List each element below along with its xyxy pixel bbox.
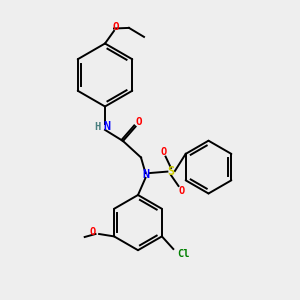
- Text: O: O: [136, 117, 142, 127]
- Text: H: H: [94, 122, 100, 132]
- Text: O: O: [160, 147, 166, 157]
- Text: O: O: [112, 22, 119, 32]
- Text: S: S: [167, 165, 175, 178]
- Text: Cl: Cl: [177, 249, 189, 260]
- Text: N: N: [143, 168, 150, 181]
- Text: O: O: [89, 226, 96, 237]
- Text: N: N: [103, 120, 110, 134]
- Text: O: O: [178, 185, 184, 196]
